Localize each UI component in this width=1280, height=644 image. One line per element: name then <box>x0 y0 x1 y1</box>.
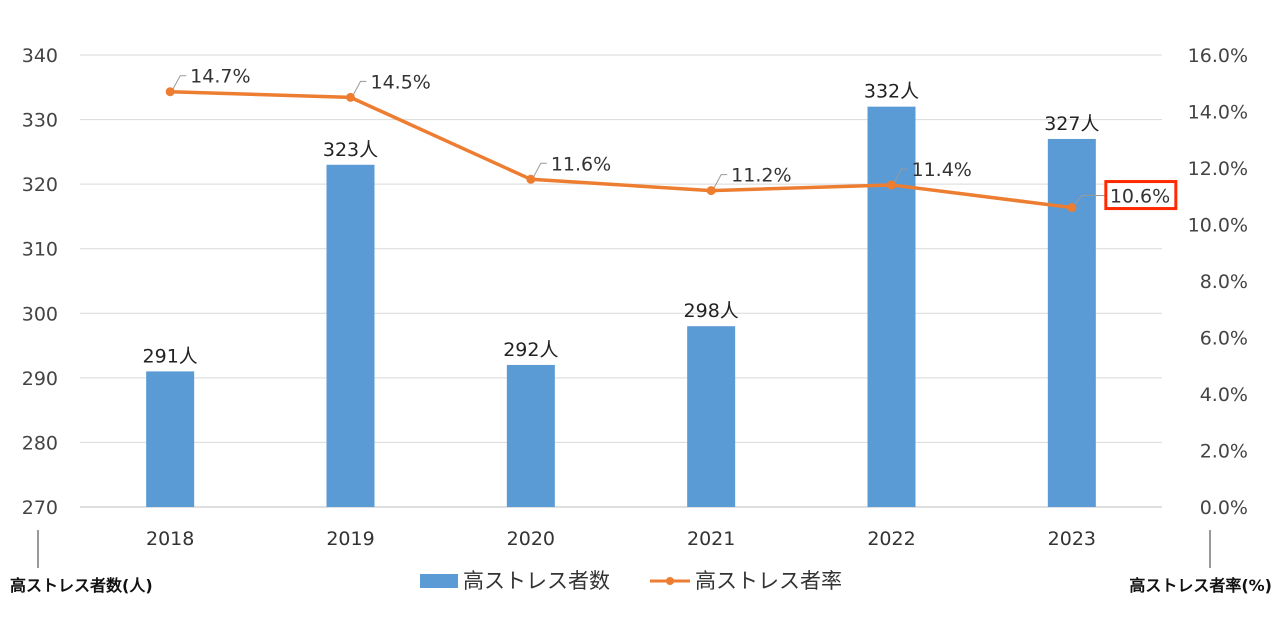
label-leader <box>713 174 728 188</box>
line-value-label: 10.6% <box>1110 186 1170 208</box>
label-leader <box>894 168 908 183</box>
bar-series <box>146 106 1096 508</box>
x-tick-label: 2020 <box>507 528 555 550</box>
bar <box>867 106 916 508</box>
right-tick-label: 10.0% <box>1188 215 1248 237</box>
left-tick-label: 310 <box>22 239 58 261</box>
right-tick-label: 6.0% <box>1200 328 1248 350</box>
right-axis-ticks: 16.0% 14.0% 12.0% 10.0% 8.0% 6.0% 4.0% 2.0% 0.0% <box>1188 45 1248 519</box>
x-tick-label: 2018 <box>146 528 194 550</box>
line-series <box>165 87 1077 213</box>
bar-value-label: 292人 <box>503 339 558 361</box>
left-axis-title: 高ストレス者数(人) <box>10 576 153 595</box>
right-tick-label: 12.0% <box>1188 158 1248 180</box>
label-leader <box>533 162 547 177</box>
left-tick-label: 280 <box>22 432 58 454</box>
left-tick-label: 300 <box>22 303 58 325</box>
line-value-label: 14.5% <box>371 71 431 93</box>
right-tick-label: 14.0% <box>1188 102 1248 124</box>
legend-bar-swatch <box>420 574 458 588</box>
legend: 高ストレス者数 高ストレス者率 <box>420 569 842 593</box>
x-axis-ticks: 2018 2019 2020 2021 2022 2023 <box>146 528 1096 550</box>
legend-line-label: 高ストレス者率 <box>695 569 842 593</box>
bar-value-label: 327人 <box>1044 113 1099 135</box>
left-tick-label: 320 <box>22 174 58 196</box>
x-tick-label: 2019 <box>326 528 374 550</box>
line-value-label: 11.6% <box>551 153 611 175</box>
left-tick-label: 340 <box>22 45 58 67</box>
right-axis-title: 高ストレス者率(%) <box>1129 576 1272 595</box>
left-tick-label: 330 <box>22 110 58 132</box>
line-point <box>1067 203 1077 213</box>
bar-value-label: 323人 <box>323 139 378 161</box>
right-tick-label: 2.0% <box>1200 441 1248 463</box>
line-point <box>706 186 716 196</box>
right-tick-label: 0.0% <box>1200 497 1248 519</box>
x-tick-label: 2021 <box>687 528 735 550</box>
label-leader <box>353 80 367 95</box>
label-leader <box>1074 195 1106 205</box>
rate-line <box>170 89 1073 210</box>
highlight-box <box>1104 180 1178 211</box>
line-point <box>346 92 355 102</box>
left-axis-ticks: 340 330 320 310 300 290 280 270 <box>22 45 58 519</box>
right-tick-label: 16.0% <box>1188 45 1248 67</box>
bar <box>146 371 195 507</box>
line-value-label: 14.7% <box>190 66 250 88</box>
bar-value-label: 291人 <box>143 345 198 367</box>
line-value-label: 11.4% <box>912 159 972 181</box>
data-labels: 291人 323人 292人 298人 332人 327人 14.7% 14.5% 11.6% 1… <box>143 66 1178 367</box>
bar <box>1047 138 1096 507</box>
legend-bar-label: 高ストレス者数 <box>463 569 610 593</box>
left-tick-label: 290 <box>22 368 58 390</box>
bar-value-label: 332人 <box>864 81 919 103</box>
label-leader <box>172 75 187 89</box>
line-point <box>887 180 896 190</box>
right-tick-label: 4.0% <box>1200 384 1248 406</box>
bar-value-label: 298人 <box>684 300 739 322</box>
left-tick-label: 270 <box>22 497 58 519</box>
legend-line-marker <box>666 577 674 585</box>
x-tick-label: 2022 <box>867 528 915 550</box>
line-point <box>526 174 536 184</box>
right-tick-label: 8.0% <box>1200 271 1248 293</box>
bar <box>326 164 375 507</box>
gridlines <box>80 54 1162 508</box>
line-point <box>165 87 175 97</box>
x-tick-label: 2023 <box>1048 528 1096 550</box>
bar <box>687 326 736 507</box>
bar <box>506 364 555 507</box>
line-value-label: 11.2% <box>731 165 791 187</box>
